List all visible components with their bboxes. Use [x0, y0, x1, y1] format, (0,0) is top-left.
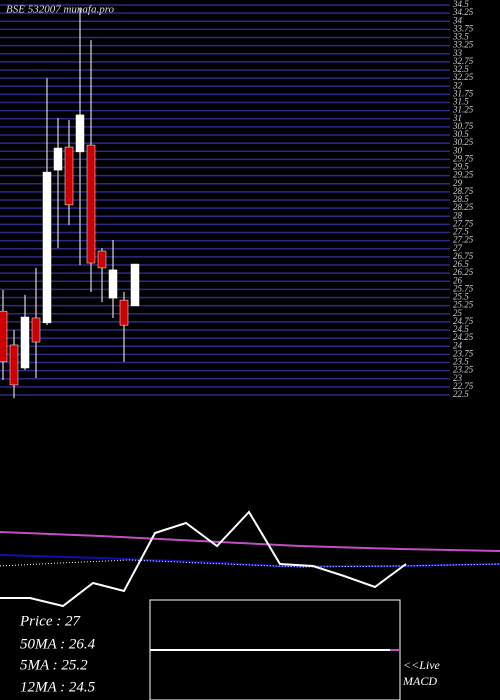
macd-box	[149, 599, 401, 700]
info-ma12: 12MA : 24.5	[20, 679, 96, 695]
candle-body	[108, 269, 118, 299]
y-tick-label: 26.25	[453, 267, 474, 277]
y-tick-label: 23.75	[453, 348, 474, 358]
candle-body	[130, 263, 140, 307]
y-tick-label: 33.25	[452, 40, 474, 50]
y-tick-label: 32.75	[452, 56, 474, 66]
y-tick-label: 23.5	[453, 357, 469, 367]
y-tick-label: 31.75	[452, 88, 474, 98]
y-tick-label: 24	[453, 340, 463, 350]
y-tick-label: 24.75	[453, 316, 474, 326]
y-tick-label: 32	[452, 80, 463, 90]
indicator-line	[0, 510, 407, 608]
candle-body	[42, 171, 52, 324]
y-tick-label: 27.5	[453, 227, 469, 237]
candles	[0, 7, 140, 399]
ma-line	[0, 554, 500, 567]
candle-body	[75, 114, 85, 153]
y-tick-label: 27.75	[453, 218, 474, 228]
y-tick-label: 31	[452, 113, 462, 123]
info-ma50: 50MA : 26.4	[20, 636, 96, 652]
signal-line	[0, 559, 500, 568]
ma-line	[0, 531, 500, 552]
y-tick-label: 22.5	[453, 389, 469, 399]
y-tick-label: 24.5	[453, 324, 469, 334]
candle-body	[53, 147, 63, 171]
candle-body	[119, 299, 129, 326]
y-tick-label: 27	[453, 243, 463, 253]
y-tick-label: 28.5	[453, 194, 469, 204]
candle-body	[86, 144, 96, 264]
y-tick-label: 25	[453, 308, 463, 318]
candle-body	[9, 344, 19, 386]
y-tick-label: 33.75	[452, 23, 474, 33]
y-tick-label: 23	[453, 373, 463, 383]
y-tick-label: 25.25	[453, 300, 474, 310]
y-tick-label: 26.5	[453, 259, 469, 269]
y-tick-label: 32.5	[452, 64, 469, 74]
y-tick-label: 25.75	[453, 283, 474, 293]
candle-body	[64, 146, 74, 206]
y-tick-label: 30.5	[452, 129, 469, 139]
y-tick-label: 23.25	[453, 365, 474, 375]
candle-body	[20, 316, 30, 369]
y-tick-label: 30.25	[452, 137, 474, 147]
macd-label: MACD	[402, 674, 437, 688]
y-tick-label: 22.75	[453, 381, 474, 391]
info-price: Price : 27	[19, 613, 81, 629]
y-tick-label: 31.5	[452, 97, 469, 107]
y-tick-label: 29.75	[453, 153, 474, 163]
y-tick-label: 34.5	[452, 0, 469, 9]
y-tick-label: 29.5	[453, 162, 469, 172]
price-grid: 22.522.752323.2523.523.752424.2524.524.7…	[0, 0, 474, 399]
y-tick-label: 34	[452, 15, 463, 25]
y-tick-label: 27.25	[453, 235, 474, 245]
candle-body	[31, 317, 41, 343]
y-tick-label: 29.25	[453, 170, 474, 180]
y-tick-label: 33.5	[452, 32, 469, 42]
y-tick-label: 26.75	[453, 251, 474, 261]
candle-body	[0, 310, 8, 363]
y-tick-label: 28.25	[453, 202, 474, 212]
y-tick-label: 29	[453, 178, 463, 188]
live-label: <<Live	[403, 658, 441, 672]
y-tick-label: 32.25	[452, 72, 474, 82]
indicator-panel	[0, 510, 500, 608]
y-tick-label: 26	[453, 275, 463, 285]
y-tick-label: 24.25	[453, 332, 474, 342]
y-tick-label: 28.75	[453, 186, 474, 196]
y-tick-label: 30	[452, 145, 463, 155]
y-tick-label: 34.25	[452, 7, 474, 17]
y-tick-label: 33	[452, 48, 463, 58]
candle-body	[97, 250, 107, 269]
y-tick-label: 25.5	[453, 292, 469, 302]
y-tick-label: 31.25	[452, 105, 474, 115]
y-tick-label: 28	[453, 210, 463, 220]
info-ma5: 5MA : 25.2	[20, 657, 88, 673]
y-tick-label: 30.75	[452, 121, 474, 131]
chart-title: BSE 532007 munafa.pro	[6, 4, 115, 16]
